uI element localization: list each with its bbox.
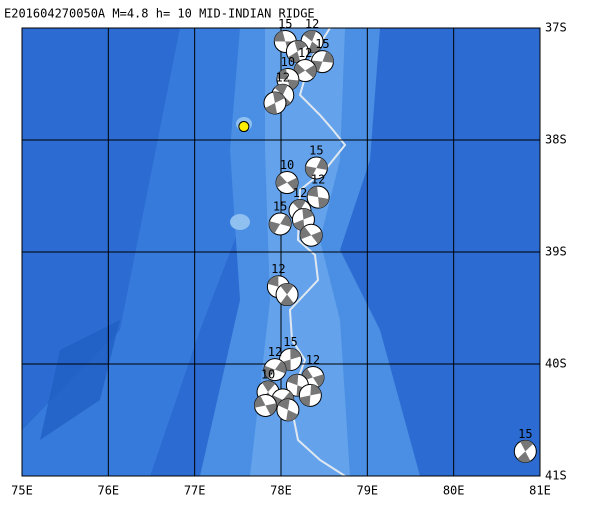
title: E201604270050A M=4.8 h= 10 MID-INDIAN RI… (4, 7, 315, 21)
depth-label: 10 (281, 55, 295, 69)
depth-label: 15 (283, 335, 297, 349)
depth-label: 12 (271, 262, 285, 276)
focal-mechanism (263, 91, 287, 115)
focal-mechanism (275, 171, 299, 195)
beachball-quadrant (517, 440, 534, 463)
beachball-quadrant (294, 63, 317, 78)
depth-label: 15 (273, 200, 287, 214)
lon-tick-label: 77E (184, 484, 206, 498)
marker (238, 121, 250, 133)
focal-mechanism (299, 223, 323, 247)
depth-label: 12 (293, 186, 307, 200)
beachball-quadrant (276, 68, 299, 91)
depth-label: 12 (268, 345, 282, 359)
lon-tick-label: 78E (270, 484, 292, 498)
focal-mechanism (293, 59, 317, 83)
depth-label: 12 (306, 353, 320, 367)
lat-tick-label: 38S (545, 133, 567, 147)
beachball-quadrant (293, 208, 314, 231)
lon-tick-label: 75E (11, 484, 33, 498)
beachball-quadrant (300, 226, 323, 244)
beachball-quadrant (264, 360, 286, 379)
lon-tick-label: 79E (356, 484, 378, 498)
depth-label: 15 (309, 144, 323, 158)
focal-mechanism (253, 393, 277, 417)
beachball-quadrant (311, 51, 334, 72)
focal-mechanism (276, 398, 300, 422)
focal-mechanism (285, 40, 309, 64)
focal-mechanism (275, 283, 299, 307)
focal-mechanism (268, 212, 292, 236)
focal-mechanism (513, 439, 537, 463)
depth-label: 12 (305, 17, 319, 31)
lat-tick-label: 39S (545, 245, 567, 259)
depth-label: 10 (261, 368, 275, 382)
beachball-quadrant (303, 30, 321, 53)
beachball-quadrant (280, 283, 294, 306)
lon-tick-label: 80E (443, 484, 465, 498)
depth-label: 15 (315, 37, 329, 51)
depth-label: 12 (298, 46, 312, 60)
lon-tick-label: 76E (97, 484, 119, 498)
lon-tick-label: 81E (529, 484, 551, 498)
beachball-quadrant (276, 174, 299, 191)
lat-tick-label: 37S (545, 21, 567, 35)
focal-mechanism (263, 358, 287, 382)
focal-mechanism (306, 185, 330, 209)
beachball-quadrant (299, 384, 322, 407)
focal-mechanism (310, 50, 334, 74)
beachball-quadrant (288, 40, 307, 63)
focal-mechanism (304, 156, 328, 180)
beachball-quadrant (265, 92, 285, 115)
depth-label: 12 (311, 173, 325, 187)
beachball-quadrant (305, 158, 328, 178)
beachball-quadrant (307, 186, 329, 209)
depth-label: 15 (278, 17, 292, 31)
beachball-quadrant (301, 368, 324, 387)
lat-tick-label: 40S (545, 357, 567, 371)
depth-label: 10 (280, 158, 294, 172)
beachball-quadrant (254, 395, 277, 416)
lat-tick-label: 41S (545, 469, 567, 483)
focal-mechanism (298, 383, 322, 407)
depth-label: 15 (518, 427, 532, 441)
beachball-quadrant (274, 84, 291, 107)
depth-label: 12 (276, 71, 290, 85)
beachball-quadrant (269, 214, 292, 234)
beachball-quadrant (271, 391, 294, 409)
beachball-quadrant (277, 398, 298, 421)
